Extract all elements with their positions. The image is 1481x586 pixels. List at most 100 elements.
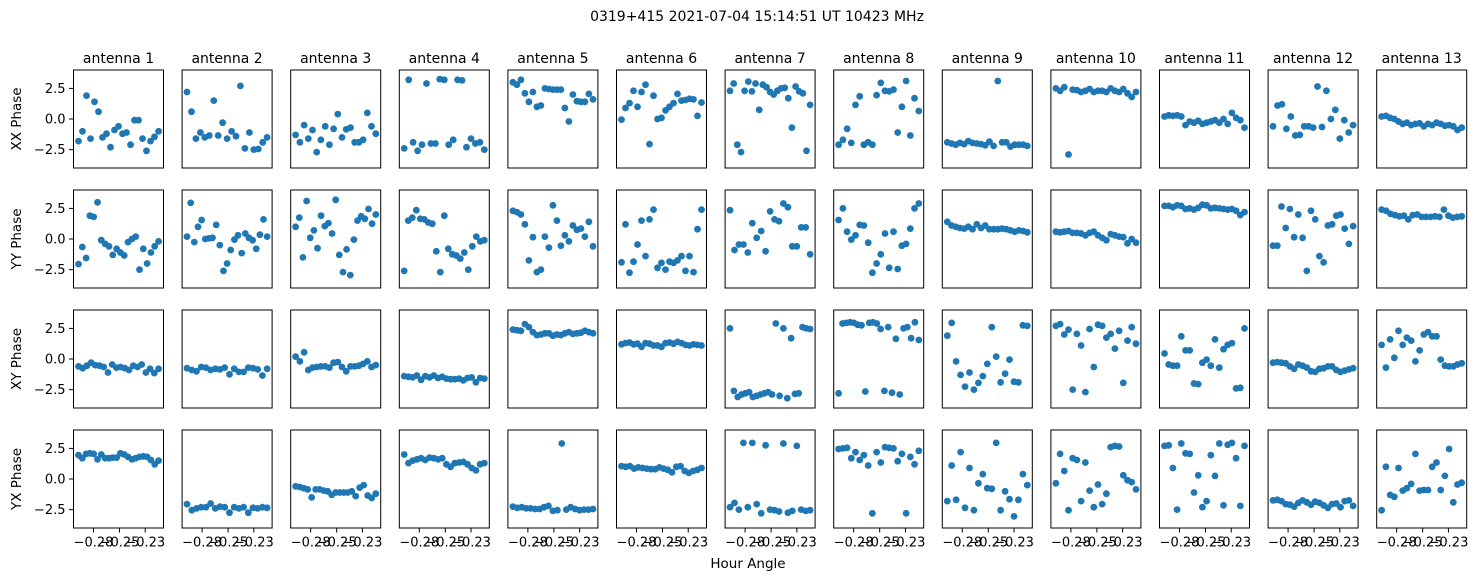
- data-point: [1103, 490, 1110, 498]
- data-point: [856, 456, 864, 464]
- x-tick-label: −0.23: [560, 536, 600, 551]
- subplot-frame: [73, 189, 164, 289]
- data-point: [1023, 142, 1031, 150]
- data-point: [775, 217, 783, 225]
- data-point: [1224, 120, 1232, 128]
- subplot-frame: [73, 309, 164, 409]
- data-point: [740, 439, 747, 447]
- data-point: [877, 325, 884, 333]
- data-point: [90, 213, 98, 221]
- data-point: [1124, 337, 1131, 344]
- subplot-xy-antenna-2: [181, 309, 273, 409]
- data-point: [753, 234, 761, 242]
- data-point: [317, 136, 325, 144]
- x-tick-label: −0.23: [1103, 536, 1143, 551]
- data-point: [1023, 228, 1031, 236]
- subplot-xy-antenna-11: [1159, 309, 1250, 409]
- data-point: [252, 245, 260, 253]
- data-point: [726, 206, 734, 214]
- subplot-frame: [398, 429, 490, 529]
- data-point: [1449, 498, 1457, 506]
- data-point: [877, 79, 885, 87]
- subplot-xx-antenna-13: antenna 13: [1376, 51, 1468, 169]
- subplot-title: antenna 5: [517, 51, 588, 67]
- data-point: [847, 236, 855, 244]
- data-point: [1440, 206, 1448, 214]
- data-point: [1316, 252, 1323, 260]
- data-point: [1337, 503, 1344, 511]
- data-point: [468, 374, 476, 381]
- data-point: [359, 136, 367, 144]
- data-point: [847, 139, 855, 147]
- subplot-xy-antenna-7: [724, 309, 816, 409]
- data-point: [881, 387, 888, 395]
- data-point: [1241, 208, 1248, 216]
- data-point: [1303, 267, 1311, 275]
- data-point: [1060, 83, 1068, 91]
- data-point: [263, 365, 271, 373]
- data-point: [1403, 484, 1411, 492]
- subplot-yy-antenna-13: [1376, 189, 1468, 289]
- data-point: [737, 148, 745, 156]
- data-point: [223, 260, 231, 267]
- x-tick-label: −0.25: [317, 536, 357, 551]
- data-point: [151, 133, 158, 141]
- data-point: [1203, 497, 1210, 505]
- data-point: [852, 448, 859, 456]
- data-point: [292, 223, 299, 231]
- data-point: [1424, 486, 1432, 494]
- subplot-title: antenna 7: [734, 51, 805, 67]
- data-point: [436, 268, 444, 276]
- data-point: [317, 212, 325, 220]
- data-point: [1345, 240, 1353, 248]
- data-point: [412, 206, 420, 214]
- subplot-xy-antenna-3: [290, 309, 382, 409]
- data-point: [740, 241, 747, 248]
- data-point: [1077, 497, 1085, 505]
- data-point: [299, 254, 307, 261]
- data-point: [997, 506, 1004, 514]
- data-point: [139, 245, 147, 253]
- data-point: [1345, 497, 1353, 504]
- data-point: [658, 259, 665, 267]
- data-point: [642, 252, 649, 260]
- data-point: [194, 223, 202, 231]
- data-point: [698, 206, 705, 214]
- subplot-yy-antenna-10: [1050, 189, 1142, 289]
- data-point: [558, 440, 566, 447]
- data-point: [338, 134, 346, 141]
- data-point: [94, 198, 101, 206]
- data-point: [75, 260, 82, 268]
- subplot-yy-antenna-6: [616, 189, 707, 289]
- data-point: [1314, 83, 1321, 90]
- data-point: [1124, 239, 1131, 247]
- subplot-frame: [290, 429, 382, 529]
- data-point: [440, 212, 448, 220]
- data-point: [1098, 500, 1106, 508]
- data-point: [634, 241, 641, 248]
- data-point: [537, 102, 545, 109]
- subplot-title: antenna 6: [626, 51, 697, 67]
- data-point: [1311, 216, 1319, 223]
- x-tick-label: −0.23: [343, 536, 383, 551]
- subplot-yx-antenna-4: −0.28−0.25−0.23: [398, 429, 491, 551]
- data-point: [1010, 513, 1018, 520]
- data-point: [784, 94, 792, 102]
- data-point: [104, 369, 112, 376]
- data-point: [1203, 356, 1210, 363]
- data-point: [1194, 380, 1202, 388]
- data-point: [896, 391, 904, 398]
- data-point: [1241, 124, 1248, 131]
- subplot-frame: [941, 429, 1033, 529]
- figure-title: 0319+415 2021-07-04 15:14:51 UT 10423 MH…: [590, 9, 924, 25]
- subplot-frame: [1267, 429, 1359, 529]
- data-point: [1437, 356, 1445, 363]
- data-point: [1220, 115, 1227, 123]
- data-point: [125, 366, 133, 374]
- x-tick-label: −0.23: [668, 536, 708, 551]
- data-point: [780, 200, 787, 207]
- y-tick-label: −2.5: [34, 143, 66, 158]
- data-point: [784, 203, 792, 211]
- data-point: [1228, 339, 1236, 347]
- data-point: [216, 241, 224, 249]
